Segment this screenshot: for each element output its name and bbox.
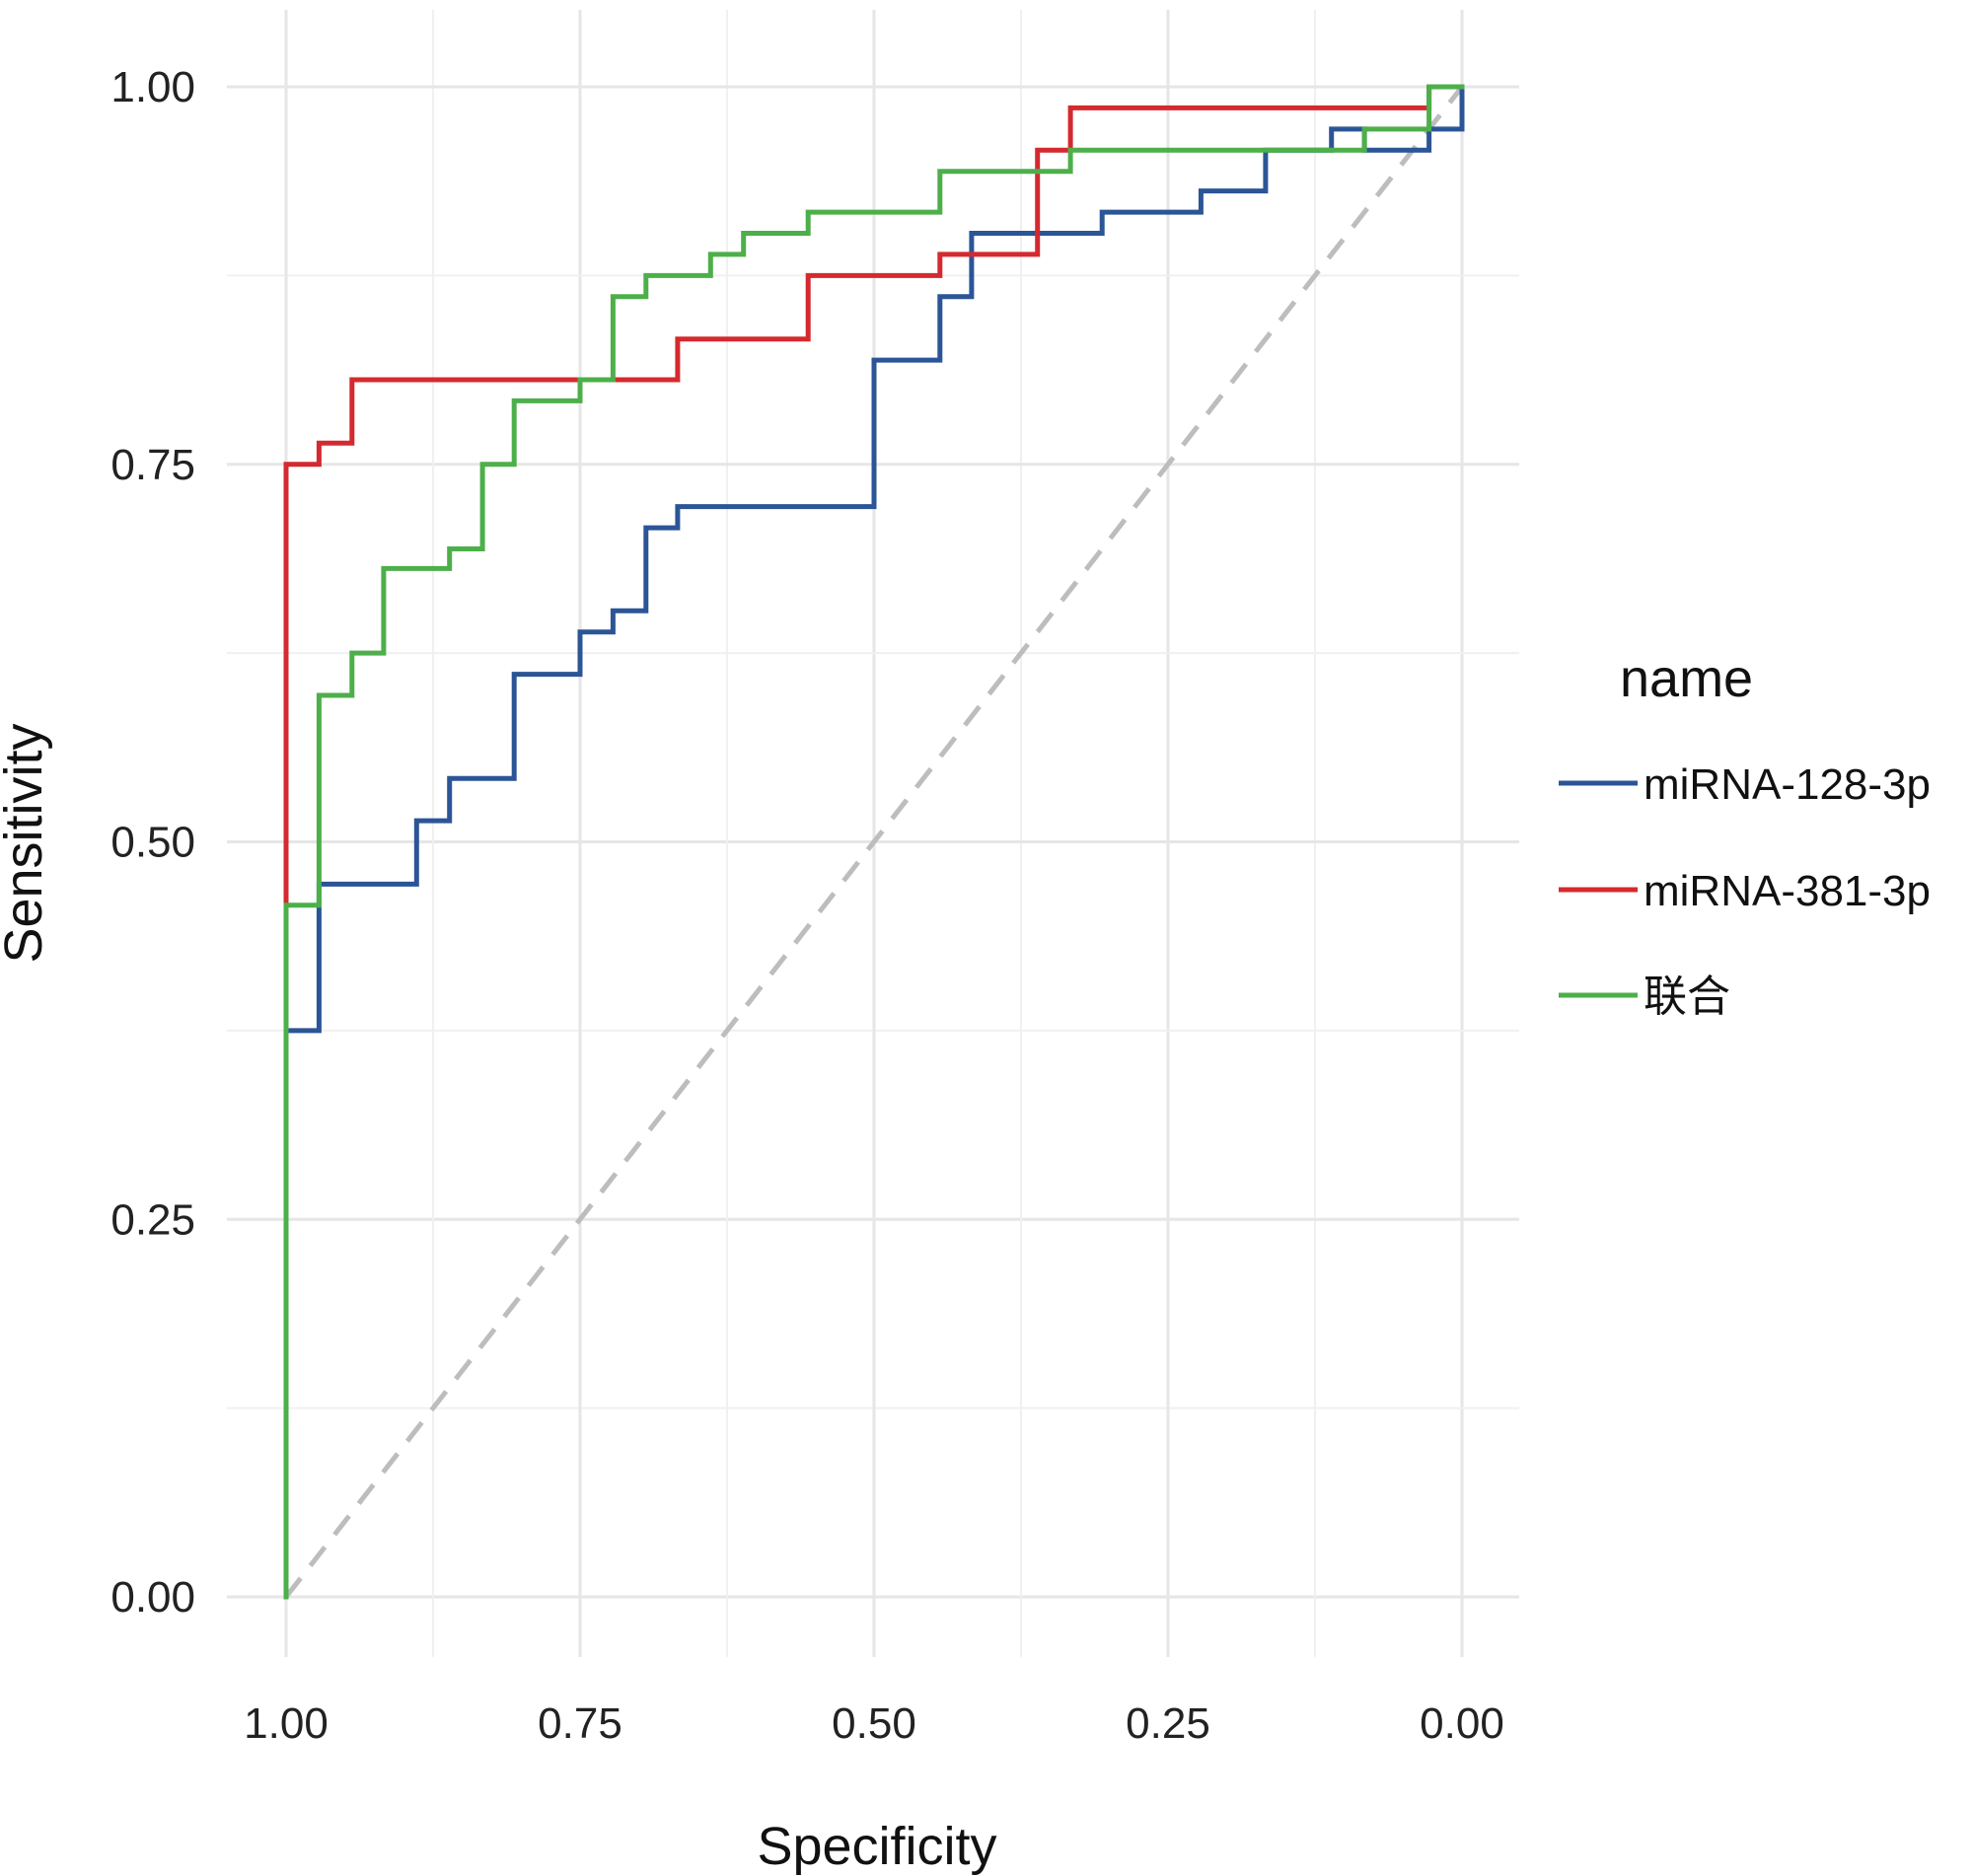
series-line-3 xyxy=(283,84,1465,1600)
legend-label: miRNA-381-3p xyxy=(1644,867,1931,915)
y-tick-label: 0.00 xyxy=(110,1573,195,1622)
x-axis-title: Specificity xyxy=(757,1817,996,1876)
y-axis-title: Sensitivity xyxy=(0,723,53,963)
x-tick-label: 0.00 xyxy=(1420,1699,1504,1748)
legend-label: 联合 xyxy=(1644,973,1730,1021)
y-tick-label: 0.50 xyxy=(110,819,195,867)
y-axis-ticks: 0.00 0.25 0.50 0.75 1.00 xyxy=(110,63,195,1622)
series-line-1 xyxy=(283,84,1465,1600)
reference-diagonal-group xyxy=(284,85,1464,1599)
x-tick-label: 0.25 xyxy=(1126,1699,1210,1748)
series-lines xyxy=(283,84,1465,1600)
y-tick-label: 0.75 xyxy=(110,441,195,489)
x-axis-ticks: 1.00 0.75 0.50 0.25 0.00 xyxy=(244,1699,1504,1748)
legend-label: miRNA-128-3p xyxy=(1644,760,1931,809)
y-tick-label: 0.25 xyxy=(110,1195,195,1244)
legend-items: miRNA-128-3p miRNA-381-3p 联合 xyxy=(1559,760,1931,1021)
x-tick-label: 0.50 xyxy=(832,1699,916,1748)
x-tick-label: 1.00 xyxy=(244,1699,329,1748)
legend-title: name xyxy=(1620,649,1753,708)
series-line-2 xyxy=(283,84,1465,908)
reference-diagonal-line xyxy=(284,85,1464,1599)
y-tick-label: 1.00 xyxy=(110,63,195,111)
x-tick-label: 0.75 xyxy=(538,1699,622,1748)
legend: name miRNA-128-3p miRNA-381-3p 联合 xyxy=(1559,649,1931,1021)
